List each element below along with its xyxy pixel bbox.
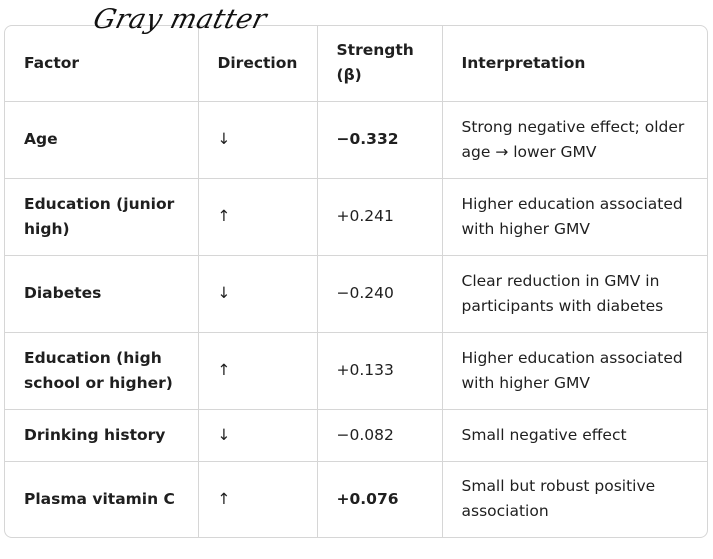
table-header-row: Factor Direction Strength (β) Interpreta… [5, 26, 707, 102]
direction-arrow-icon: ↑ [198, 178, 318, 256]
factor-cell: Diabetes [5, 255, 199, 333]
factors-table: Factor Direction Strength (β) Interpreta… [5, 26, 707, 537]
table-row: Drinking history ↓ −0.082 Small negative… [5, 409, 707, 462]
handwritten-title: Gray matter [90, 4, 271, 35]
interpretation-cell: Small but robust positive association [461, 477, 656, 520]
table-row: Education (high school or higher) ↑ +0.1… [5, 332, 707, 410]
factor-cell: Plasma vitamin C [5, 461, 199, 537]
header-strength: Strength (β) [317, 26, 443, 102]
strength-cell: −0.082 [317, 409, 443, 462]
factor-cell: Education (high school or higher) [5, 332, 199, 410]
factor-cell: Age [5, 101, 199, 179]
strength-cell: +0.076 [317, 461, 443, 537]
table-row: Plasma vitamin C ↑ +0.076 Small but robu… [5, 461, 707, 537]
interpretation-cell: Strong negative effect; older age → lowe… [442, 101, 707, 179]
interpretation-cell: Small negative effect [442, 409, 707, 462]
direction-arrow-icon: ↓ [198, 101, 318, 179]
factor-cell: Education (junior high) [5, 178, 199, 256]
table-row: Diabetes ↓ −0.240 Clear reduction in GMV… [5, 255, 707, 333]
table-row: Education (junior high) ↑ +0.241 Higher … [5, 178, 707, 256]
strength-cell: +0.133 [317, 332, 443, 410]
interpretation-cell: Higher education associated with higher … [442, 178, 707, 256]
direction-arrow-icon: ↓ [198, 409, 318, 462]
header-factor: Factor [5, 26, 199, 102]
interpretation-cell: Higher education associated with higher … [442, 332, 707, 410]
direction-arrow-icon: ↑ [198, 332, 318, 410]
direction-arrow-icon: ↓ [198, 255, 318, 333]
strength-cell: +0.241 [317, 178, 443, 256]
direction-arrow-icon: ↑ [198, 461, 318, 537]
header-interpretation: Interpretation [442, 26, 707, 102]
strength-cell: −0.240 [317, 255, 443, 333]
header-direction: Direction [198, 26, 318, 102]
factor-cell: Drinking history [5, 409, 199, 462]
interpretation-cell: Clear reduction in GMV in participants w… [442, 255, 707, 333]
strength-cell: −0.332 [317, 101, 443, 179]
factors-table-container: Factor Direction Strength (β) Interpreta… [4, 25, 708, 538]
table-row: Age ↓ −0.332 Strong negative effect; old… [5, 101, 707, 179]
